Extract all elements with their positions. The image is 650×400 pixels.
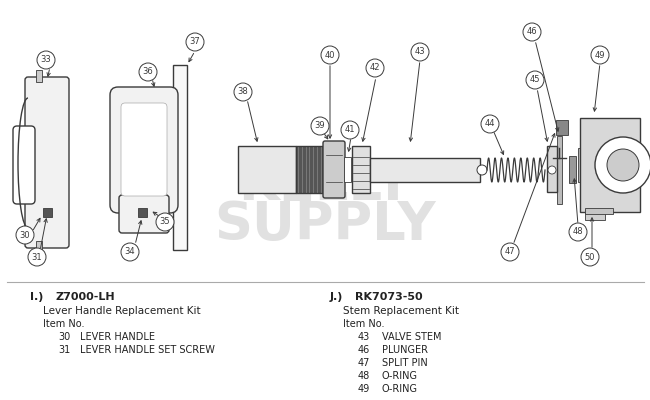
Text: KELLY: KELLY [238, 159, 412, 211]
Bar [569, 156, 576, 183]
Circle shape [595, 137, 650, 193]
Text: 49: 49 [595, 50, 605, 60]
Circle shape [321, 46, 339, 64]
Text: Item No.: Item No. [43, 319, 84, 329]
Bar [352, 146, 370, 193]
Text: 31: 31 [58, 345, 70, 355]
Text: 43: 43 [415, 48, 425, 56]
Text: 49: 49 [358, 384, 370, 394]
Text: 46: 46 [358, 345, 370, 355]
Bar [585, 210, 605, 220]
Text: 47: 47 [358, 358, 370, 368]
FancyBboxPatch shape [110, 87, 178, 213]
Circle shape [607, 149, 639, 181]
Bar [238, 146, 296, 193]
FancyBboxPatch shape [13, 126, 35, 204]
Text: 35: 35 [160, 218, 170, 226]
Text: Lever Handle Replacement Kit: Lever Handle Replacement Kit [43, 306, 201, 316]
Circle shape [16, 226, 34, 244]
Text: 42: 42 [370, 64, 380, 72]
Text: 50: 50 [585, 252, 595, 262]
Circle shape [366, 59, 384, 77]
FancyBboxPatch shape [323, 141, 345, 198]
Circle shape [523, 23, 541, 41]
Circle shape [234, 83, 252, 101]
Text: 44: 44 [485, 120, 495, 128]
Circle shape [311, 117, 329, 135]
Circle shape [139, 63, 157, 81]
Text: 36: 36 [142, 68, 153, 76]
Bar [138, 208, 147, 217]
Text: SUPPLY: SUPPLY [214, 199, 436, 251]
Text: 31: 31 [32, 252, 42, 262]
Text: 30: 30 [58, 332, 70, 342]
FancyBboxPatch shape [580, 118, 640, 212]
Text: Z7000-LH: Z7000-LH [55, 292, 114, 302]
Bar [36, 241, 42, 253]
Text: 30: 30 [20, 230, 31, 240]
Bar [296, 146, 324, 193]
Text: 48: 48 [573, 228, 583, 236]
Circle shape [37, 51, 55, 69]
Bar [585, 208, 613, 214]
Bar [547, 146, 557, 192]
Text: LEVER HANDLE: LEVER HANDLE [80, 332, 155, 342]
Circle shape [581, 248, 599, 266]
Text: 34: 34 [125, 248, 135, 256]
Bar [344, 157, 351, 182]
Text: RK7073-50: RK7073-50 [355, 292, 422, 302]
Text: Stem Replacement Kit: Stem Replacement Kit [343, 306, 459, 316]
Text: 38: 38 [238, 88, 248, 96]
Text: J.): J.) [330, 292, 343, 302]
Circle shape [341, 121, 359, 139]
Text: 45: 45 [530, 76, 540, 84]
Circle shape [481, 115, 499, 133]
Circle shape [501, 243, 519, 261]
Text: O-RING: O-RING [382, 384, 418, 394]
Bar [43, 208, 52, 217]
Text: VALVE STEM: VALVE STEM [382, 332, 441, 342]
Bar [36, 70, 42, 82]
Text: 46: 46 [526, 28, 538, 36]
Circle shape [186, 33, 204, 51]
Text: Item No.: Item No. [343, 319, 385, 329]
Bar [557, 136, 562, 204]
Circle shape [411, 43, 429, 61]
Circle shape [156, 213, 174, 231]
FancyBboxPatch shape [121, 103, 167, 196]
Text: 37: 37 [190, 38, 200, 46]
Text: 33: 33 [40, 56, 51, 64]
Circle shape [548, 166, 556, 174]
Circle shape [477, 165, 487, 175]
Bar [370, 158, 480, 182]
Text: 47: 47 [504, 248, 515, 256]
Text: I.): I.) [30, 292, 44, 302]
Text: 40: 40 [325, 50, 335, 60]
Circle shape [526, 71, 544, 89]
Circle shape [28, 248, 46, 266]
Circle shape [121, 243, 139, 261]
Bar [578, 148, 584, 182]
Bar [173, 65, 187, 250]
Text: SPLIT PIN: SPLIT PIN [382, 358, 428, 368]
Text: O-RING: O-RING [382, 371, 418, 381]
FancyBboxPatch shape [119, 195, 169, 233]
Text: 48: 48 [358, 371, 370, 381]
Text: 41: 41 [344, 126, 356, 134]
Text: PLUNGER: PLUNGER [382, 345, 428, 355]
Circle shape [569, 223, 587, 241]
Text: LEVER HANDLE SET SCREW: LEVER HANDLE SET SCREW [80, 345, 215, 355]
Bar [556, 120, 568, 135]
FancyBboxPatch shape [25, 77, 69, 248]
Text: 43: 43 [358, 332, 370, 342]
Circle shape [591, 46, 609, 64]
Text: 39: 39 [315, 122, 325, 130]
